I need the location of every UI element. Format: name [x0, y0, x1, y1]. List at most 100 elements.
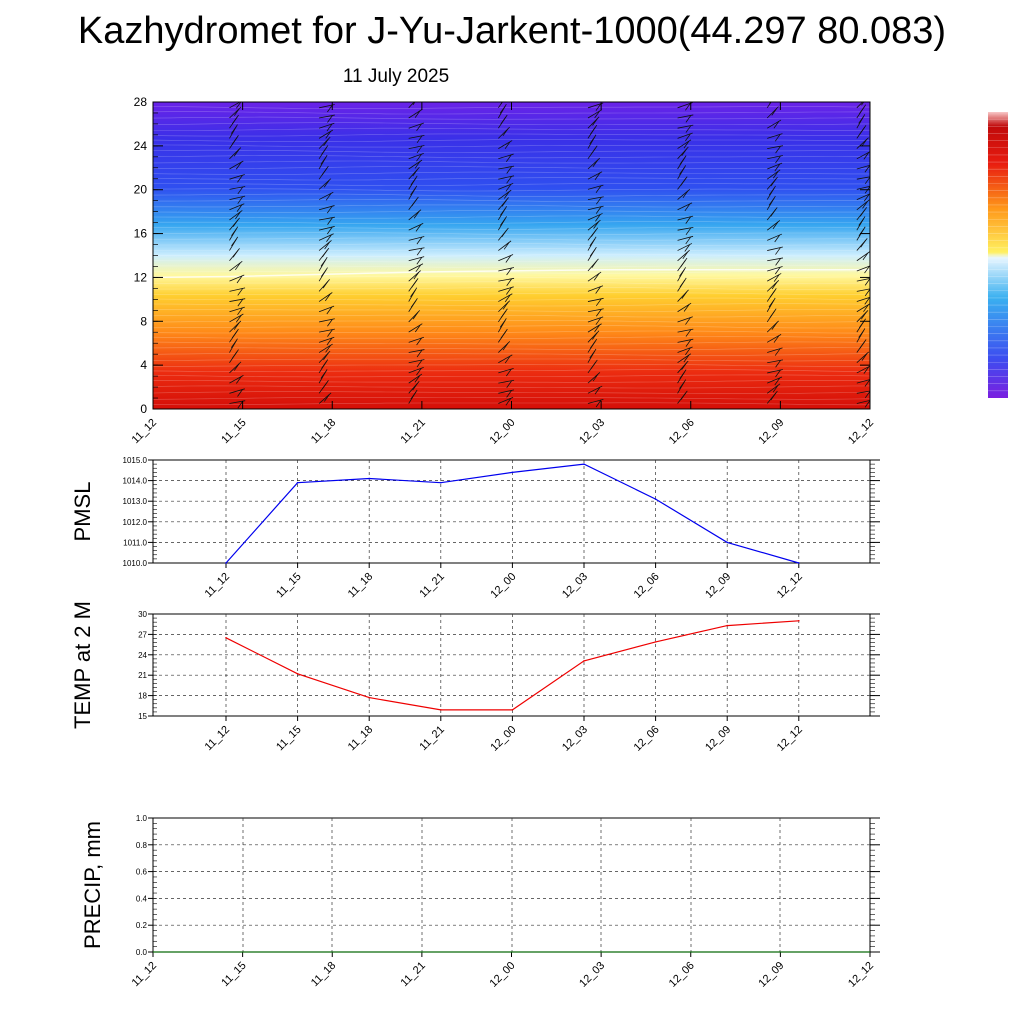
contour-line: [153, 215, 870, 219]
wind-barb-flag: [773, 274, 780, 282]
wind-barb-flag: [500, 218, 506, 226]
wind-barb-flag: [773, 121, 780, 129]
wind-barb-flag: [506, 287, 512, 295]
contour-line: [153, 303, 870, 307]
y-tick-label: 1.0: [136, 814, 148, 823]
contour-line: [153, 391, 870, 394]
wind-barb-flag: [502, 128, 509, 137]
temp-panel: 15 18 21 24 27 30 11_12 11_15 11_18 11_21 12_00 12_…: [70, 601, 880, 754]
data-point: [440, 709, 442, 711]
wind-barb-flag: [685, 133, 691, 142]
wind-barb-flag: [505, 255, 512, 263]
wind-barb-flag: [589, 248, 596, 257]
wind-barb-flag: [595, 185, 602, 193]
x-tick-label: 12_03: [577, 960, 607, 990]
x-tick-label: 12_03: [577, 417, 607, 447]
wind-barb-flag: [685, 329, 692, 337]
wind-barb-flag: [595, 317, 602, 325]
wind-barb-flag: [683, 304, 690, 312]
contour-line: [153, 160, 870, 164]
wind-barb-flag: [326, 306, 333, 315]
contour-line: [153, 380, 870, 383]
contour-line: [153, 270, 870, 274]
wind-barb-flag: [416, 123, 422, 131]
wind-barb-flag: [237, 186, 244, 195]
wind-barb-flag: [503, 191, 510, 199]
y-tick-label: 1015.0: [123, 456, 148, 465]
x-tick-label: 11_12: [203, 724, 233, 754]
x-tick-label: 12_06: [667, 960, 697, 990]
wind-barb-flag: [326, 234, 332, 242]
wind-barb-flag: [864, 390, 870, 399]
wind-barb-flag: [237, 196, 244, 204]
wind-barb-flag: [685, 317, 691, 325]
y-tick-label: 1013.0: [123, 497, 148, 506]
wind-barb-flag: [504, 294, 511, 303]
wind-barb-flag: [864, 379, 870, 387]
wind-barb-flag: [679, 167, 685, 175]
wind-barb-flag: [862, 201, 868, 209]
wind-barb-flag: [320, 269, 327, 277]
x-tick-label: 12_00: [488, 417, 518, 447]
wind-barb-flag: [324, 293, 331, 302]
contour-line: [153, 111, 870, 115]
wind-barb-flag: [859, 127, 865, 135]
x-tick-label: 12_09: [756, 960, 786, 990]
contour-line: [153, 259, 870, 263]
wind-barb-flag: [506, 380, 513, 388]
wind-barb: [408, 102, 415, 109]
chart-date: 11 July 2025: [342, 66, 450, 87]
wind-barb-flag: [592, 373, 599, 382]
wind-barb-flag: [594, 172, 601, 181]
wind-barb-flag: [230, 126, 237, 134]
wind-barb-flag: [775, 155, 781, 164]
wind-barb-flag: [860, 240, 867, 248]
y-tick-label: 24: [134, 139, 148, 153]
y-tick-label: 12: [134, 270, 148, 284]
wind-barb-flag: [858, 218, 865, 226]
wind-barb-flag: [592, 159, 599, 168]
contour-line: [153, 347, 870, 351]
x-tick-label: 11_18: [346, 724, 376, 754]
data-point: [511, 709, 514, 711]
wind-barb-flag: [685, 347, 691, 356]
wind-barb-flag: [683, 140, 690, 149]
data-point: [368, 696, 371, 699]
wind-barb-flag: [859, 341, 866, 349]
x-tick-label: 11_21: [417, 571, 447, 601]
wind-barb-flag: [236, 204, 243, 212]
wind-barb-flag: [500, 330, 507, 339]
y-tick-label: 0.6: [136, 868, 148, 877]
x-tick-label: 11_21: [398, 960, 428, 990]
wind-barb-flag: [685, 103, 691, 111]
contour-line: [153, 325, 870, 329]
data-point: [583, 660, 585, 662]
wind-barb-flag: [321, 147, 327, 155]
wind-barb-flag: [679, 269, 685, 277]
contour-line: [153, 320, 870, 323]
wind-barb-flag: [864, 400, 870, 408]
x-tick-label: 12_06: [667, 417, 697, 447]
wind-barb-flag: [324, 241, 330, 250]
wind-barb-flag: [413, 211, 420, 219]
y-tick-label: 21: [138, 671, 147, 680]
contour-line: [153, 243, 870, 246]
x-tick-label: 11_15: [219, 960, 249, 990]
data-point: [583, 463, 585, 465]
wind-barb-flag: [416, 247, 423, 256]
x-tick-label: 11_15: [219, 417, 249, 447]
wind-barb-flag: [327, 104, 333, 113]
wind-barb-flag: [768, 197, 775, 206]
wind-barb-flag: [775, 247, 781, 255]
y-tick-label: 30: [138, 610, 147, 619]
wind-barb-flag: [774, 348, 781, 356]
wind-barb-flag: [320, 259, 327, 267]
wind-barb-flag: [682, 190, 689, 199]
contour-line: [153, 330, 870, 334]
wind-barb-flag: [684, 244, 691, 252]
wind-barb-flag: [775, 360, 781, 368]
wind-barb-flag: [323, 138, 329, 147]
contour-line: [153, 199, 870, 202]
wind-barb-flag: [505, 184, 512, 192]
wind-barb-flag: [769, 310, 776, 318]
